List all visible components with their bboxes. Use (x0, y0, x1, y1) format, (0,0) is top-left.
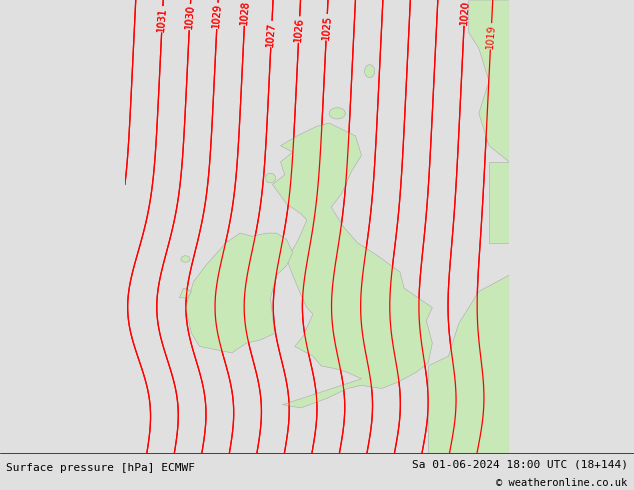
Text: Sa 01-06-2024 18:00 UTC (18+144): Sa 01-06-2024 18:00 UTC (18+144) (411, 459, 628, 469)
Text: 1020: 1020 (459, 0, 470, 25)
Polygon shape (429, 275, 509, 453)
Ellipse shape (181, 256, 190, 262)
Text: 1019: 1019 (485, 24, 497, 49)
Text: 1019: 1019 (485, 24, 497, 49)
Polygon shape (273, 123, 432, 408)
Ellipse shape (329, 108, 346, 119)
Text: 1027: 1027 (266, 22, 278, 47)
Ellipse shape (266, 173, 276, 183)
Text: Surface pressure [hPa] ECMWF: Surface pressure [hPa] ECMWF (6, 463, 195, 473)
Text: 1028: 1028 (239, 0, 251, 25)
Text: 1026: 1026 (293, 17, 305, 42)
Text: 1030: 1030 (184, 4, 196, 30)
Text: 1031: 1031 (157, 7, 168, 32)
Polygon shape (489, 162, 509, 243)
Text: 1028: 1028 (239, 0, 251, 25)
Ellipse shape (365, 65, 375, 78)
Text: 1031: 1031 (157, 7, 168, 32)
Text: 1030: 1030 (184, 4, 196, 30)
Polygon shape (179, 288, 191, 298)
Text: 1029: 1029 (211, 3, 223, 28)
Text: 1026: 1026 (293, 17, 305, 42)
Text: 1027: 1027 (266, 22, 278, 47)
Text: 1025: 1025 (321, 15, 333, 40)
Text: 1029: 1029 (211, 3, 223, 28)
Text: 1025: 1025 (321, 15, 333, 40)
Polygon shape (186, 233, 293, 353)
Text: 1020: 1020 (459, 0, 470, 25)
Polygon shape (469, 0, 509, 162)
Text: © weatheronline.co.uk: © weatheronline.co.uk (496, 478, 628, 488)
